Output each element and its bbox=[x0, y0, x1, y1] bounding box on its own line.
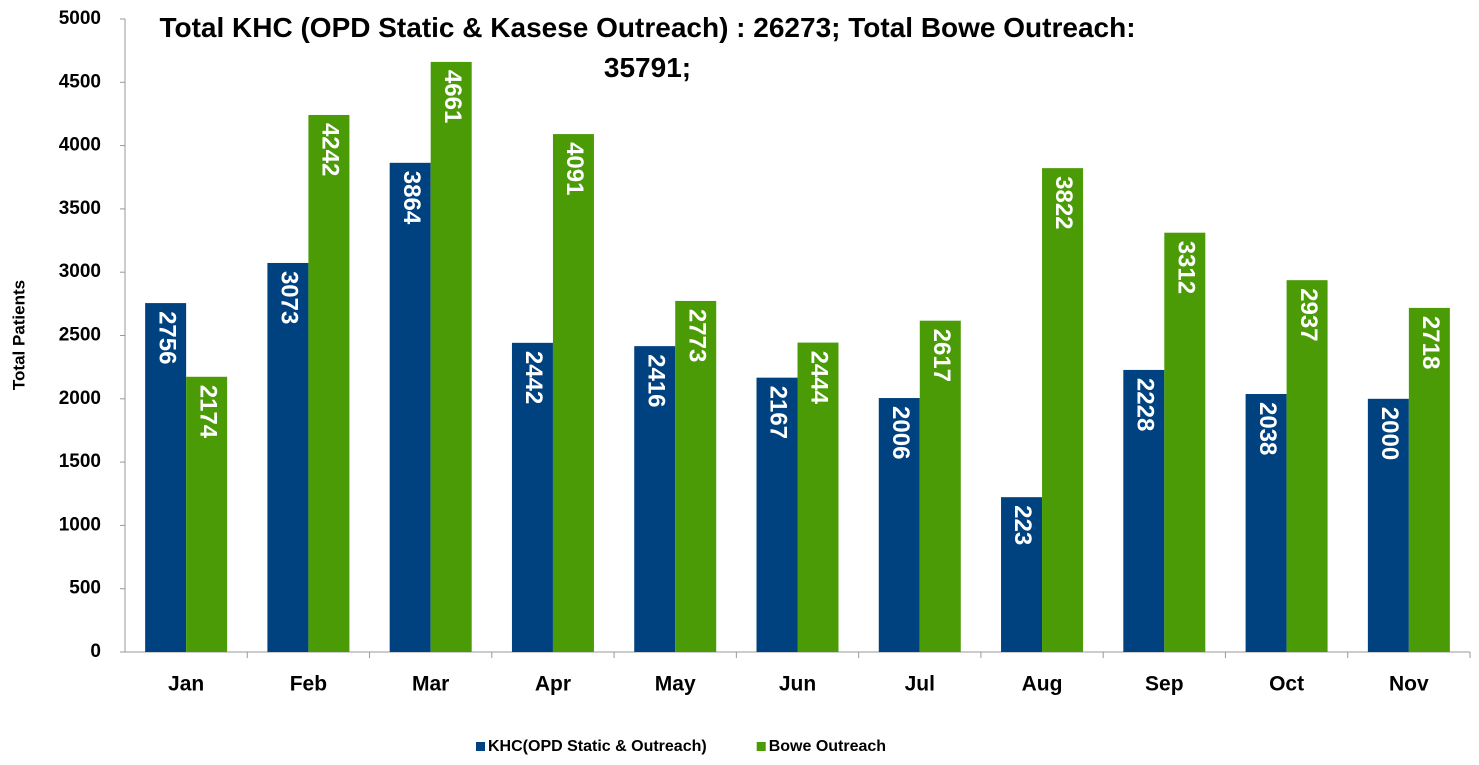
data-label: 4242 bbox=[317, 123, 344, 176]
data-label: 2756 bbox=[153, 311, 180, 364]
bar bbox=[430, 61, 472, 652]
bar bbox=[1286, 280, 1328, 652]
bar bbox=[145, 303, 187, 652]
x-tick-label: Apr bbox=[535, 673, 571, 696]
x-tick-label: Mar bbox=[412, 673, 449, 696]
data-label: 3864 bbox=[398, 171, 425, 225]
y-tick-label: 3500 bbox=[59, 198, 101, 219]
chart-title: Total KHC (OPD Static & Kasese Outreach)… bbox=[159, 12, 1136, 83]
bar bbox=[797, 342, 839, 652]
y-tick-label: 3000 bbox=[59, 261, 101, 282]
y-tick-label: 1000 bbox=[59, 514, 101, 535]
legend-label: KHC(OPD Static & Outreach) bbox=[488, 738, 707, 755]
data-label: 2167 bbox=[765, 386, 792, 439]
y-tick-label: 1500 bbox=[59, 451, 101, 472]
data-label: 2617 bbox=[928, 329, 955, 382]
data-label: 2416 bbox=[642, 354, 669, 407]
bar bbox=[267, 262, 309, 652]
data-label: 2442 bbox=[520, 351, 547, 404]
x-tick-label: Jun bbox=[779, 673, 816, 696]
data-label: 4091 bbox=[561, 142, 588, 195]
x-tick-label: Nov bbox=[1389, 673, 1429, 696]
x-tick-label: Sep bbox=[1145, 673, 1184, 696]
data-label: 3312 bbox=[1172, 241, 1199, 294]
bar bbox=[1164, 232, 1206, 652]
bar bbox=[878, 398, 920, 652]
data-label: 2228 bbox=[1131, 378, 1158, 431]
bar bbox=[1367, 398, 1409, 652]
bar bbox=[756, 377, 798, 652]
y-tick-label: 500 bbox=[69, 578, 101, 599]
data-label: 3822 bbox=[1050, 176, 1077, 229]
data-label: 2773 bbox=[683, 309, 710, 362]
bar bbox=[1245, 393, 1287, 652]
x-tick-label: Oct bbox=[1269, 673, 1304, 696]
bar bbox=[552, 134, 594, 652]
data-label: 2444 bbox=[806, 351, 833, 405]
legend-swatch bbox=[476, 742, 485, 751]
y-tick-label: 2000 bbox=[59, 388, 101, 409]
y-tick-label: 2500 bbox=[59, 325, 101, 346]
data-label: 2000 bbox=[1376, 407, 1403, 460]
y-axis-label: Total Patients bbox=[9, 280, 28, 390]
data-label: 2718 bbox=[1417, 316, 1444, 369]
bar bbox=[186, 376, 228, 652]
x-tick-label: May bbox=[655, 673, 696, 696]
bar bbox=[675, 300, 717, 652]
bar bbox=[1001, 497, 1043, 652]
data-label: 3073 bbox=[276, 271, 303, 324]
x-tick-label: Jan bbox=[168, 673, 204, 696]
bar bbox=[919, 320, 961, 652]
y-tick-label: 4500 bbox=[59, 71, 101, 92]
data-label: 4661 bbox=[439, 70, 466, 123]
y-tick-label: 5000 bbox=[59, 8, 101, 29]
x-tick-label: Feb bbox=[290, 673, 327, 696]
data-label: 2174 bbox=[194, 385, 221, 439]
legend-label: Bowe Outreach bbox=[769, 738, 886, 755]
data-label: 223 bbox=[1009, 505, 1036, 545]
data-label: 2038 bbox=[1254, 402, 1281, 455]
x-tick-label: Jul bbox=[905, 673, 935, 696]
bar bbox=[1408, 307, 1450, 652]
bar bbox=[308, 114, 350, 653]
x-tick-label: Aug bbox=[1022, 673, 1063, 696]
bar bbox=[511, 342, 553, 652]
y-tick-label: 0 bbox=[90, 641, 101, 662]
y-tick-label: 4000 bbox=[59, 135, 101, 156]
data-label: 2937 bbox=[1295, 288, 1322, 341]
bar bbox=[1042, 168, 1084, 652]
data-label: 2006 bbox=[887, 406, 914, 459]
bar bbox=[634, 346, 676, 652]
bar bbox=[1123, 369, 1165, 652]
legend-swatch bbox=[756, 742, 766, 751]
bar bbox=[389, 162, 431, 652]
